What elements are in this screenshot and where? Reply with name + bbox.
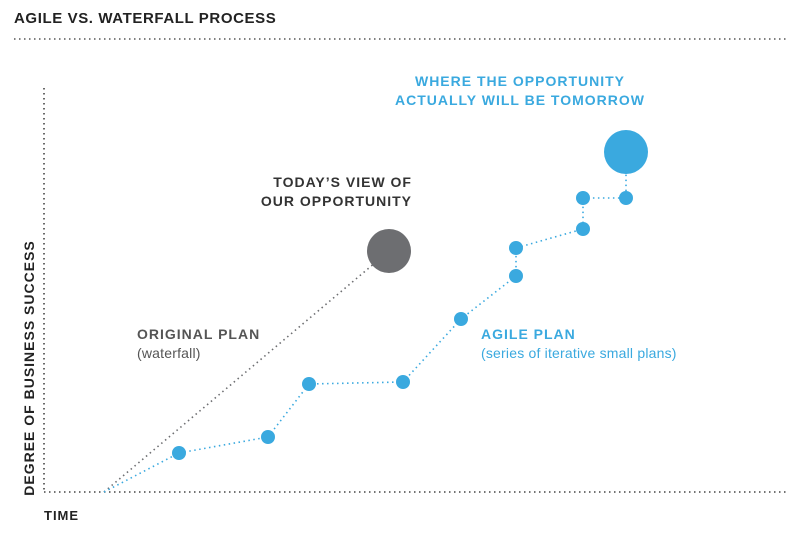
agile-step-dot xyxy=(396,375,410,389)
agile-plan-subtitle: (series of iterative small plans) xyxy=(481,344,677,361)
agile-step-dot xyxy=(172,446,186,460)
today-opportunity-dot xyxy=(367,229,411,273)
agile-step-dot xyxy=(454,312,468,326)
waterfall-path xyxy=(103,250,390,493)
agile-step-dot xyxy=(302,377,316,391)
agile-step-dot xyxy=(576,222,590,236)
future-opportunity-dot xyxy=(604,130,648,174)
agile-step-dot xyxy=(509,241,523,255)
future-opportunity-line-1: WHERE THE OPPORTUNITY xyxy=(414,73,625,89)
today-view-line-1: TODAY’S VIEW OF xyxy=(273,174,412,190)
today-view-line-2: OUR OPPORTUNITY xyxy=(260,192,412,209)
future-opportunity-label: WHERE THE OPPORTUNITY ACTUALLY WILL BE T… xyxy=(388,72,652,110)
today-view-label: TODAY’S VIEW OF OUR OPPORTUNITY xyxy=(212,173,412,211)
x-axis-label: TIME xyxy=(44,508,80,523)
agile-step-dot xyxy=(619,191,633,205)
agile-step-dot xyxy=(576,191,590,205)
diagram-title: AGILE VS. WATERFALL PROCESS xyxy=(14,10,277,27)
agile-plan-label: AGILE PLAN (series of iterative small pl… xyxy=(481,325,677,363)
agile-step-dot xyxy=(509,269,523,283)
original-plan-title: ORIGINAL PLAN xyxy=(137,326,261,342)
original-plan-subtitle: (waterfall) xyxy=(137,344,201,361)
agile-plan-title: AGILE PLAN xyxy=(481,326,576,342)
original-plan-label: ORIGINAL PLAN (waterfall) xyxy=(137,325,260,363)
agile-step-dot xyxy=(261,430,275,444)
y-axis-label: DEGREE OF BUSINESS SUCCESS xyxy=(21,240,37,496)
future-opportunity-line-2: ACTUALLY WILL BE TOMORROW xyxy=(394,91,646,108)
